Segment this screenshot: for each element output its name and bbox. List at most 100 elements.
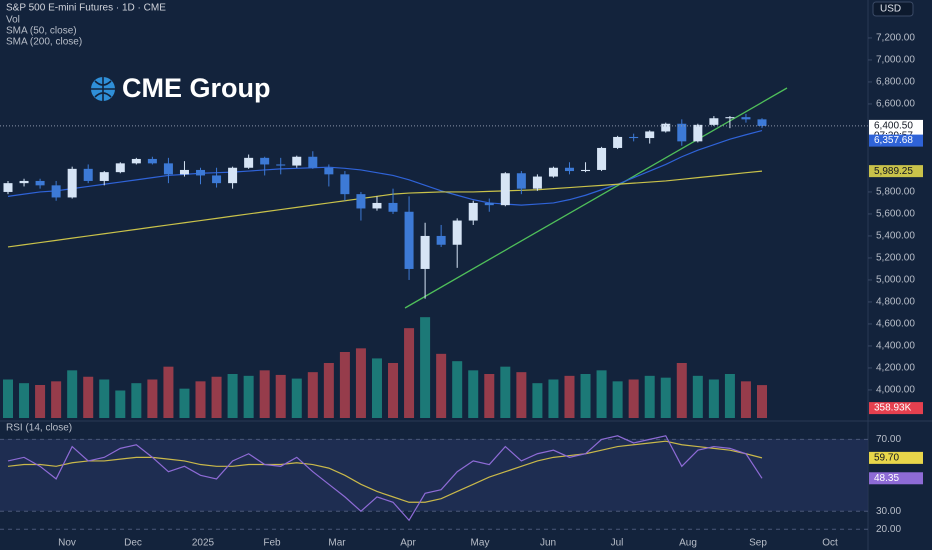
candle-body xyxy=(725,117,735,119)
volume-bar xyxy=(227,374,238,418)
candle-body xyxy=(597,147,607,170)
volume-bar xyxy=(307,372,318,418)
x-tick-label: Jul xyxy=(611,538,624,549)
candle-body xyxy=(581,169,591,172)
rsi-tick-label: 30.00 xyxy=(876,506,901,517)
volume-bar xyxy=(564,375,575,418)
candle-body xyxy=(212,175,222,184)
volume-bar xyxy=(676,363,687,418)
currency-button[interactable] xyxy=(872,1,914,17)
candle-body xyxy=(709,118,719,125)
volume-bar xyxy=(692,375,703,418)
x-tick-label: Dec xyxy=(124,538,142,549)
candle-body xyxy=(67,168,77,198)
candle-body xyxy=(532,176,542,189)
logo: CME Group xyxy=(91,73,271,103)
rsi-tag: 48.35 xyxy=(874,473,899,484)
volume-bar xyxy=(388,363,399,418)
volume-bar xyxy=(740,381,751,418)
candle-body xyxy=(19,180,29,184)
volume-bar xyxy=(596,370,607,418)
candle-body xyxy=(147,158,157,164)
y-tick-label: 4,200.00 xyxy=(876,363,915,374)
candle-body xyxy=(340,174,350,195)
volume-bar xyxy=(436,353,447,418)
volume-bar xyxy=(147,379,158,418)
candle-body xyxy=(308,156,318,168)
candle-body xyxy=(741,117,751,120)
candle-body xyxy=(115,163,125,173)
volume-bar xyxy=(516,372,527,418)
candle-body xyxy=(629,136,639,139)
volume-bar xyxy=(484,374,495,418)
volume-bar xyxy=(612,381,623,418)
candle-body xyxy=(693,124,703,142)
y-tick-label: 5,000.00 xyxy=(876,275,915,286)
volume-bar xyxy=(211,376,222,418)
volume-bar xyxy=(179,388,190,418)
candle-body xyxy=(436,235,446,245)
volume-bar xyxy=(708,379,719,418)
candle-body xyxy=(51,185,61,198)
sma-tag-box xyxy=(869,134,923,147)
last-price-tag: 6,400.50 xyxy=(874,121,913,132)
y-tick-label: 5,800.00 xyxy=(876,187,915,198)
y-tick-label: 4,600.00 xyxy=(876,319,915,330)
volume-bar xyxy=(468,370,479,418)
x-tick-label: Oct xyxy=(822,538,838,549)
x-tick-label: Feb xyxy=(263,538,281,549)
candle-body xyxy=(228,167,238,184)
x-tick-label: Aug xyxy=(679,538,697,549)
candle-body xyxy=(163,163,173,175)
candle-body xyxy=(131,158,141,164)
volume-bar xyxy=(644,375,655,418)
candle-body xyxy=(356,194,366,209)
chart-title: S&P 500 E-mini Futures · 1D · CME xyxy=(6,3,166,14)
volume-bar xyxy=(420,317,431,418)
candle-body xyxy=(484,202,494,206)
volume-bar xyxy=(83,376,94,418)
volume-bar xyxy=(580,374,591,418)
candle-body xyxy=(500,173,510,206)
volume-bar xyxy=(35,385,46,418)
candle-body xyxy=(661,123,671,132)
candle-body xyxy=(452,220,462,245)
volume-legend: Vol xyxy=(6,15,20,26)
volume-bar xyxy=(115,390,126,418)
volume-tag-box xyxy=(869,402,923,415)
volume-bar xyxy=(291,378,302,418)
volume-bar xyxy=(500,366,511,418)
candle-body xyxy=(548,167,558,177)
volume-bar xyxy=(195,381,206,418)
candle-body xyxy=(372,202,382,209)
currency[interactable]: USD xyxy=(880,4,901,15)
candle-body xyxy=(404,211,414,269)
x-tick-label: Apr xyxy=(400,538,416,549)
volume-bar xyxy=(404,328,415,418)
y-tick-label: 5,400.00 xyxy=(876,231,915,242)
candle-body xyxy=(3,183,13,192)
volume-bar xyxy=(452,361,463,418)
volume-bar xyxy=(259,370,270,418)
candle-body xyxy=(83,168,93,181)
volume-bar xyxy=(51,381,62,418)
candle-body xyxy=(420,235,430,269)
x-tick-label: May xyxy=(471,538,490,549)
sma50-legend: SMA (50, close) xyxy=(6,26,77,37)
sma-tag: 5,989.25 xyxy=(874,166,913,177)
volume-bar xyxy=(99,379,110,418)
y-tick-label: 5,600.00 xyxy=(876,209,915,220)
rsi-tick-label: 20.00 xyxy=(876,524,901,535)
candle-body xyxy=(196,169,206,176)
volume-bar xyxy=(275,374,286,418)
y-tick-label: 4,000.00 xyxy=(876,385,915,396)
rsi-ma-tag-box xyxy=(869,451,923,464)
volume-bar xyxy=(339,352,350,418)
rsi-ma-tag: 59.70 xyxy=(874,453,899,464)
volume-bar xyxy=(628,379,639,418)
y-tick-label: 7,000.00 xyxy=(876,55,915,66)
candle-body xyxy=(677,123,687,142)
candle-body xyxy=(292,156,302,166)
candle-body xyxy=(35,180,45,186)
